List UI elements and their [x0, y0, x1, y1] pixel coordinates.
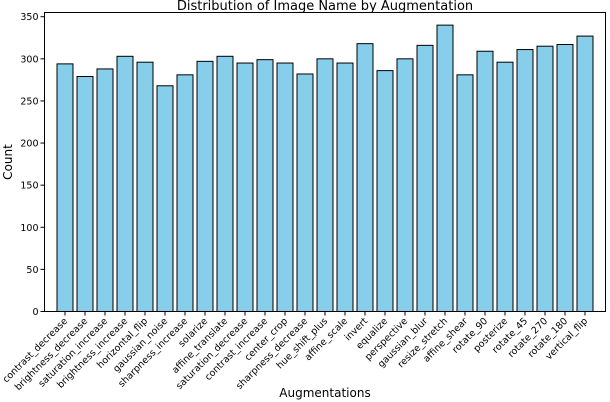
bar-posterize [496, 61, 514, 312]
bar-equalize [376, 70, 394, 312]
y-tick-label: 250 [20, 96, 38, 107]
bar-contrast-increase [256, 59, 274, 312]
bar-rotate-270 [536, 45, 554, 312]
bars-group [56, 24, 594, 313]
bar-affine-scale [336, 62, 354, 312]
bar-solarize [196, 60, 214, 312]
y-tick-label: 150 [20, 181, 38, 192]
y-tick-label: 0 [32, 307, 38, 318]
bar-affine-translate [216, 55, 234, 313]
y-tick-label: 200 [20, 139, 38, 150]
bar-horizontal-flip [136, 61, 154, 312]
y-tick-label: 50 [26, 265, 38, 276]
bar-saturation-increase [96, 68, 114, 312]
bar-rotate-90 [476, 50, 494, 313]
bar-contrast-decrease [56, 63, 74, 312]
bar-rotate-180 [556, 44, 574, 312]
bar-resize-stretch [436, 24, 454, 313]
bar-brightness-increase [116, 55, 134, 313]
y-axis-label: Count [1, 144, 15, 180]
bar-center-crop [276, 62, 294, 312]
plot-frame [44, 12, 606, 312]
bar-affine-shear [456, 74, 474, 312]
bar-gaussian-blur [416, 44, 434, 312]
y-tick-label: 100 [20, 223, 38, 234]
bar-rotate-45 [516, 49, 534, 313]
bar-brightness-decrease [76, 76, 94, 313]
bar-gaussian-noise [156, 85, 174, 312]
bar-saturation-decrease [236, 62, 254, 312]
x-axis-label: Augmentations [279, 386, 370, 400]
y-axis: 0 50 100 150 200 250 300 350 [20, 12, 45, 318]
bar-vertical-flip [576, 35, 594, 312]
chart-title: Distribution of Image Name by Augmentati… [177, 0, 473, 14]
bar-hue-shift-plus [316, 58, 334, 312]
bar-sharpness-decrease [296, 73, 314, 312]
bar-sharpness-increase [176, 74, 194, 312]
y-tick-label: 350 [20, 12, 38, 23]
y-tick-label: 300 [20, 54, 38, 65]
bar-invert [356, 43, 374, 312]
x-axis: contrast_decreasebrightness_decreasesatu… [1, 311, 590, 393]
bar-perspective [396, 58, 414, 312]
